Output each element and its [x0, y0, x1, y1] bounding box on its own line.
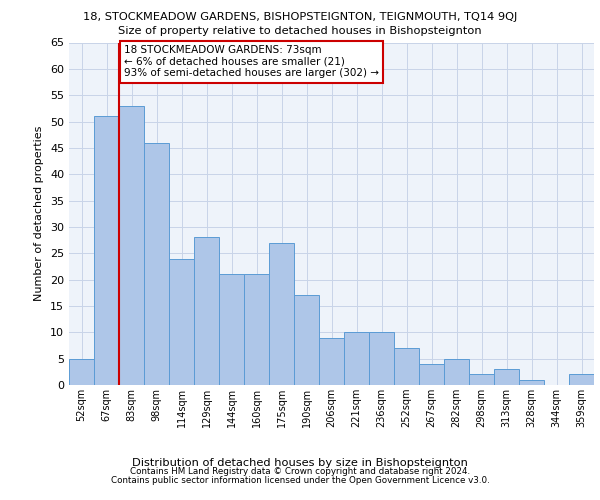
Bar	[94, 116, 119, 385]
Text: Contains public sector information licensed under the Open Government Licence v3: Contains public sector information licen…	[110, 476, 490, 485]
Text: Contains HM Land Registry data © Crown copyright and database right 2024.: Contains HM Land Registry data © Crown c…	[130, 467, 470, 476]
Bar	[444, 358, 469, 385]
Bar	[419, 364, 444, 385]
Bar	[569, 374, 594, 385]
Bar	[344, 332, 369, 385]
Text: 18 STOCKMEADOW GARDENS: 73sqm
← 6% of detached houses are smaller (21)
93% of se: 18 STOCKMEADOW GARDENS: 73sqm ← 6% of de…	[124, 45, 379, 78]
Bar	[519, 380, 544, 385]
Bar	[319, 338, 344, 385]
Bar	[119, 106, 144, 385]
Bar	[394, 348, 419, 385]
Bar	[369, 332, 394, 385]
Bar	[294, 296, 319, 385]
Text: Size of property relative to detached houses in Bishopsteignton: Size of property relative to detached ho…	[118, 26, 482, 36]
Bar	[169, 258, 194, 385]
Bar	[219, 274, 244, 385]
Text: 18, STOCKMEADOW GARDENS, BISHOPSTEIGNTON, TEIGNMOUTH, TQ14 9QJ: 18, STOCKMEADOW GARDENS, BISHOPSTEIGNTON…	[83, 12, 517, 22]
Text: Distribution of detached houses by size in Bishopsteignton: Distribution of detached houses by size …	[132, 458, 468, 468]
Bar	[69, 358, 94, 385]
Y-axis label: Number of detached properties: Number of detached properties	[34, 126, 44, 302]
Bar	[244, 274, 269, 385]
Bar	[194, 238, 219, 385]
Bar	[269, 242, 294, 385]
Bar	[469, 374, 494, 385]
Bar	[144, 142, 169, 385]
Bar	[494, 369, 519, 385]
